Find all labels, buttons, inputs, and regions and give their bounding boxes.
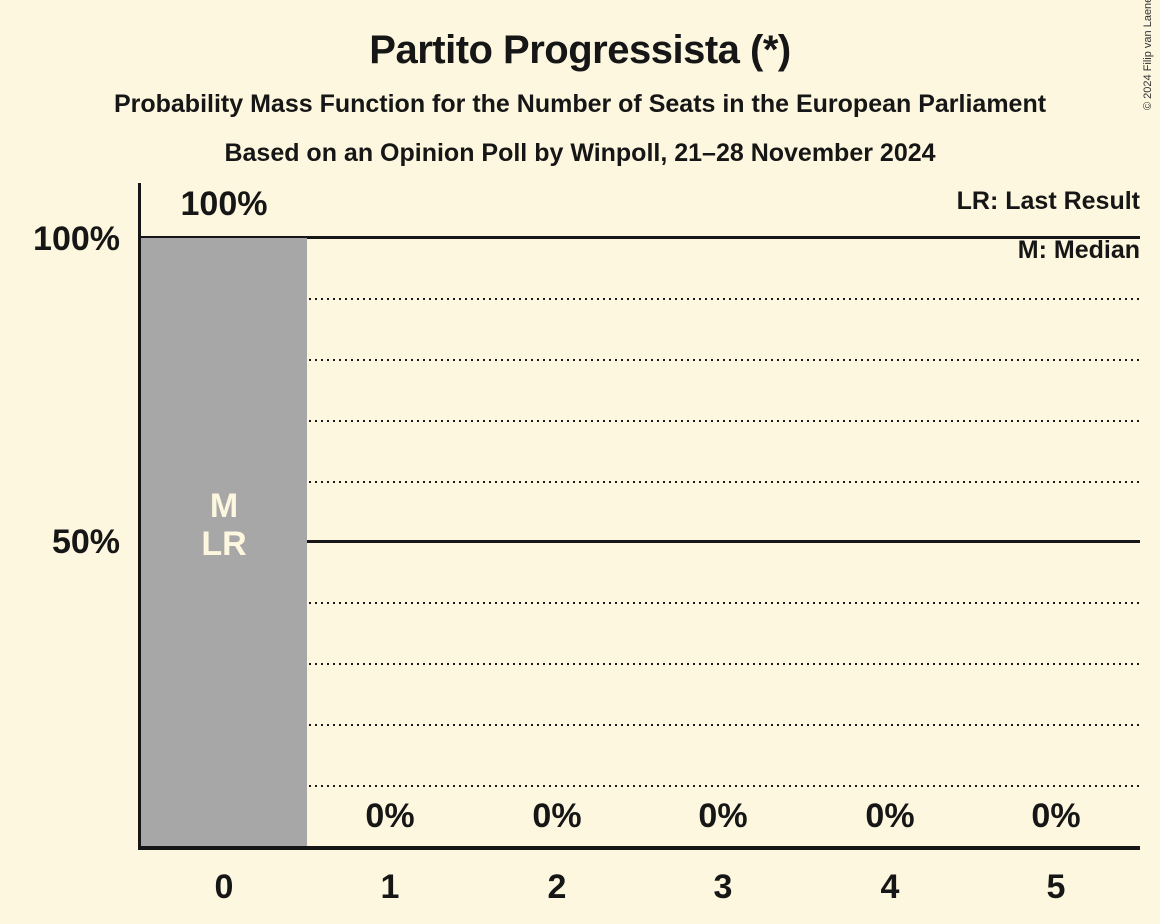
value-label-seats-2: 0%: [532, 797, 582, 835]
bar-seats-0: [141, 238, 307, 846]
bar-annotation-median-lastresult: M LR: [141, 487, 307, 563]
x-tick-0: 0: [214, 868, 234, 906]
legend-median: M: Median: [1017, 236, 1140, 264]
gridline-50pct: [141, 540, 1140, 543]
gridline-80pct: [141, 359, 1140, 361]
gridline-40pct: [141, 602, 1140, 604]
x-axis: [138, 846, 1140, 850]
gridline-20pct: [141, 724, 1140, 726]
value-label-seats-0: 100%: [180, 185, 268, 223]
gridline-10pct: [141, 785, 1140, 787]
value-label-seats-3: 0%: [698, 797, 748, 835]
gridline-90pct: [141, 298, 1140, 300]
value-label-seats-1: 0%: [365, 797, 415, 835]
value-label-seats-5: 0%: [1031, 797, 1081, 835]
page-title: Partito Progressista (*): [369, 28, 791, 72]
chart-subtitle: Probability Mass Function for the Number…: [113, 90, 1047, 118]
copyright-notice: © 2024 Filip van Laenen: [1142, 0, 1154, 110]
gridline-30pct: [141, 663, 1140, 665]
gridline-100pct: [141, 236, 1140, 239]
y-axis: [138, 183, 141, 850]
gridline-60pct: [141, 481, 1140, 483]
median-marker-label: M: [209, 487, 239, 525]
last-result-marker-label: LR: [201, 525, 247, 563]
gridline-70pct: [141, 420, 1140, 422]
legend-last-result: LR: Last Result: [956, 187, 1140, 215]
x-tick-2: 2: [547, 868, 567, 906]
y-tick-100: 100%: [33, 220, 120, 258]
value-label-seats-4: 0%: [865, 797, 915, 835]
x-tick-4: 4: [880, 868, 900, 906]
y-tick-50: 50%: [51, 523, 120, 561]
x-tick-3: 3: [713, 868, 733, 906]
x-tick-1: 1: [380, 868, 400, 906]
chart-poll-source: Based on an Opinion Poll by Winpoll, 21–…: [224, 139, 936, 167]
x-tick-5: 5: [1046, 868, 1066, 906]
